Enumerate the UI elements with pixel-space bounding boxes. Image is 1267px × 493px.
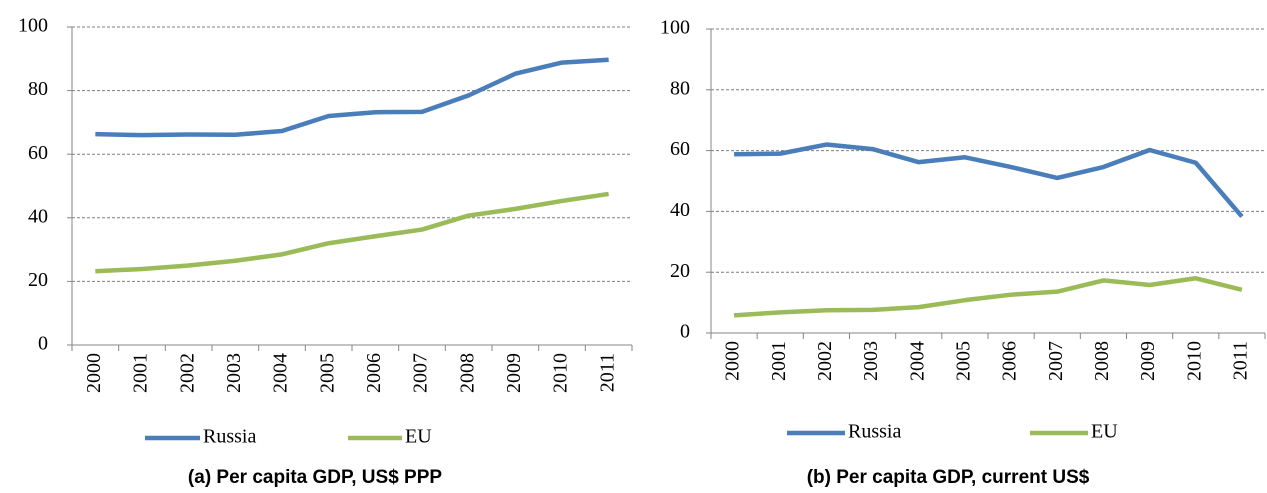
x-tick-label: 2006 [363, 353, 385, 393]
x-tick-label: 2011 [596, 353, 618, 392]
x-tick-label: 2009 [1137, 341, 1159, 381]
chart-title: (a) Per capita GDP, US$ PPP [188, 467, 442, 488]
y-tick-label: 40 [670, 199, 690, 221]
x-tick-label: 2011 [1230, 341, 1252, 380]
y-tick-label: 80 [670, 77, 690, 99]
line-series [734, 142, 1244, 219]
x-tick-label: 2001 [768, 341, 790, 381]
x-tick-label: 2006 [999, 341, 1021, 381]
x-tick-label: 2005 [316, 353, 338, 393]
y-tick-label: 20 [670, 260, 690, 282]
x-tick-label: 2007 [1045, 341, 1067, 381]
line-series [95, 191, 610, 274]
legend-label: Russia [848, 421, 901, 443]
x-tick-label: 2004 [906, 341, 928, 381]
y-tick-label: 80 [28, 78, 48, 100]
x-tick-label: 2008 [1091, 341, 1113, 381]
x-tick-label: 2003 [860, 341, 882, 381]
y-tick-label: 20 [28, 269, 48, 291]
x-tick-label: 2008 [456, 353, 478, 393]
y-tick-label: 40 [28, 205, 48, 227]
y-tick-label: 100 [660, 17, 690, 39]
x-tick-label: 2002 [176, 353, 198, 393]
y-tick-label: 100 [18, 15, 48, 37]
x-tick-label: 2009 [503, 353, 525, 393]
legend-label: EU [1091, 421, 1118, 443]
x-tick-label: 2000 [722, 341, 744, 381]
line-series [95, 57, 609, 138]
y-tick-label: 0 [680, 321, 690, 343]
y-tick-label: 60 [28, 142, 48, 164]
legend-label: Russia [203, 426, 256, 448]
chart-title: (b) Per capita GDP, current US$ [807, 467, 1090, 488]
x-tick-label: 2003 [223, 353, 245, 393]
x-tick-label: 2001 [130, 353, 152, 393]
y-tick-label: 0 [38, 333, 48, 355]
x-tick-label: 2010 [550, 353, 572, 393]
line-series [733, 276, 1243, 318]
x-tick-label: 2010 [1183, 341, 1205, 381]
x-tick-label: 2007 [410, 353, 432, 393]
legend-label: EU [405, 426, 432, 448]
y-tick-label: 60 [670, 138, 690, 160]
x-tick-label: 2004 [270, 353, 292, 393]
x-tick-label: 2000 [83, 353, 105, 393]
x-tick-label: 2005 [953, 341, 975, 381]
x-tick-label: 2002 [814, 341, 836, 381]
